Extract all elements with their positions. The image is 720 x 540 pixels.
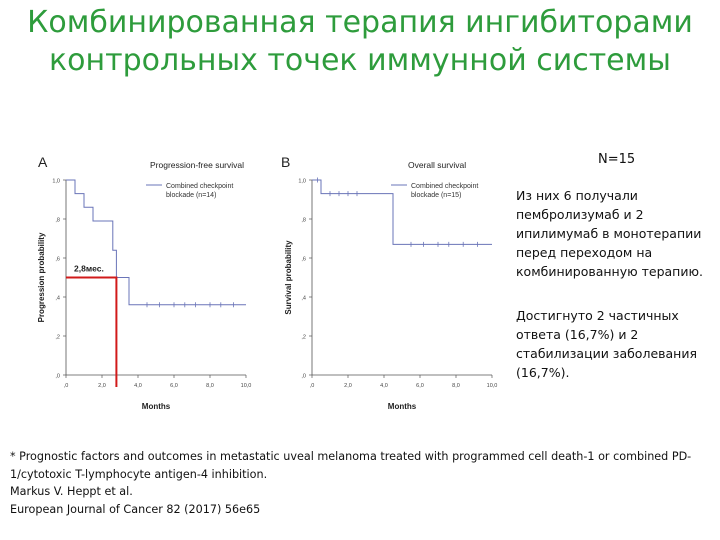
x-tick-label: 2,0	[344, 383, 352, 389]
x-tick-label: 6,0	[170, 383, 178, 389]
y-tick-label: 1,0	[52, 179, 60, 185]
y-tick-label: 1,0	[298, 179, 306, 185]
chart-panel-a: A Progression-free survival ,0 ,2 ,4 ,6 ,8 1,0,…	[37, 154, 251, 411]
reference-title: * Prognostic factors and outcomes in met…	[10, 450, 692, 481]
reference-block: * Prognostic factors and outcomes in met…	[10, 448, 715, 518]
y-tick-label: ,8	[301, 218, 306, 224]
response-note: Достигнуто 2 частичных ответа (16,7%) и …	[516, 308, 697, 380]
median-label: 2,8мес.	[74, 264, 104, 274]
y-tick-label: ,4	[55, 296, 60, 302]
x-tick-label: 10,0	[241, 383, 252, 389]
y-tick-label: ,8	[55, 218, 60, 224]
x-tick-label: ,0	[310, 383, 315, 389]
y-tick-label: ,2	[55, 335, 60, 341]
x-axis-label: Months	[142, 402, 171, 411]
y-tick-label: ,6	[55, 257, 60, 263]
slide-title-line-1: Комбинированная терапия ингибиторами	[27, 5, 693, 40]
survival-curve	[312, 179, 492, 245]
y-tick-label: ,6	[301, 257, 306, 263]
x-tick-label: 8,0	[206, 383, 214, 389]
x-axis-label: Months	[388, 402, 417, 411]
y-tick-label: ,2	[301, 335, 306, 341]
y-axis-label: Progression probability	[37, 232, 46, 322]
x-tick-label: 4,0	[380, 383, 388, 389]
slide-title-line-2: контрольных точек иммунной системы	[49, 43, 671, 78]
legend-label: Combined checkpoint blockade (n=15)	[411, 183, 478, 199]
reference-authors: Markus V. Heppt et al.	[10, 485, 133, 498]
y-tick-label: ,4	[301, 296, 306, 302]
median-marker	[66, 276, 118, 387]
legend-label: Combined checkpoint blockade (n=14)	[166, 183, 233, 199]
chart-title: Progression-free survival	[150, 160, 244, 170]
x-tick-label: 10,0	[487, 383, 498, 389]
x-tick-label: 8,0	[452, 383, 460, 389]
chart-title: Overall survival	[408, 160, 466, 170]
y-tick-label: ,0	[55, 374, 60, 380]
x-tick-label: 4,0	[134, 383, 142, 389]
survival-curve	[66, 179, 246, 306]
y-axis-label: Survival probability	[284, 240, 293, 315]
chart-panel-b: B Overall survival ,0 ,2 ,4 ,6 ,8 1,0 ,0 2,0 4,0 6,…	[281, 154, 497, 411]
treatment-history-note: Из них 6 получали пембролизумаб и 2 ипил…	[516, 188, 703, 279]
sample-size-label: N=15	[598, 152, 636, 167]
panel-letter: B	[281, 154, 290, 170]
x-tick-label: 2,0	[98, 383, 106, 389]
y-tick-label: ,0	[301, 374, 306, 380]
reference-journal: European Journal of Cancer 82 (2017) 56e…	[10, 502, 261, 516]
x-tick-label: 6,0	[416, 383, 424, 389]
x-tick-label: ,0	[64, 383, 69, 389]
slide-title: Комбинированная терапия ингибиторами кон…	[0, 4, 720, 80]
panel-letter: A	[38, 154, 48, 170]
